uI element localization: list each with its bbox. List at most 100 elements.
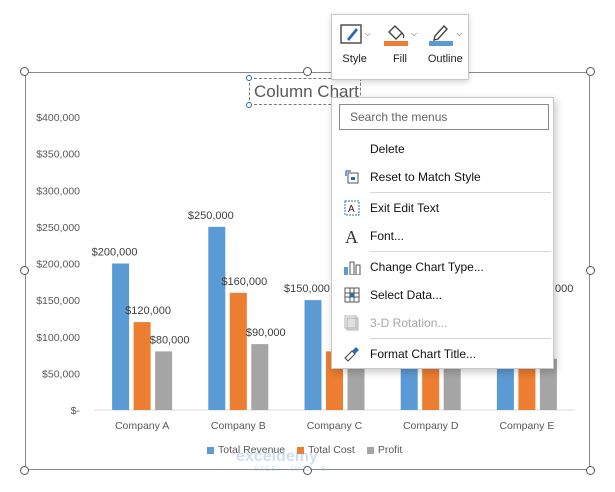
menu-item-label: Font... bbox=[370, 229, 405, 243]
title-handle-bottom-left[interactable] bbox=[246, 102, 252, 108]
resize-handle-bottom-left[interactable] bbox=[20, 466, 29, 475]
data-label[interactable]: $90,000 bbox=[246, 327, 286, 339]
y-tick-label: $300,000 bbox=[36, 185, 80, 197]
resize-handle-bottom-right[interactable] bbox=[586, 466, 595, 475]
menu-item-label: Format Chart Title... bbox=[370, 347, 477, 361]
menu-item-change-chart-type[interactable]: Change Chart Type... bbox=[332, 254, 553, 280]
y-tick-label: $100,000 bbox=[36, 332, 80, 344]
x-category-label: Company E bbox=[499, 420, 554, 432]
menu-item-delete[interactable]: Delete bbox=[332, 136, 553, 162]
legend-label: Total Revenue bbox=[218, 444, 286, 456]
menu-separator bbox=[370, 192, 551, 193]
data-label[interactable]: $80,000 bbox=[150, 334, 190, 346]
bar-profit[interactable] bbox=[539, 358, 557, 410]
fill-button[interactable]: ⌵ Fill bbox=[379, 21, 421, 79]
data-label[interactable]: $120,000 bbox=[125, 305, 171, 317]
y-tick-label: $150,000 bbox=[36, 295, 80, 307]
menu-item-font[interactable]: A Font... bbox=[332, 223, 553, 249]
context-menu: Delete Reset to Match Style A Exit Edit … bbox=[331, 97, 554, 369]
bar-total-cost[interactable] bbox=[229, 292, 247, 410]
svg-text:A: A bbox=[345, 227, 358, 245]
x-category-label: Company C bbox=[307, 420, 363, 432]
bar-profit[interactable] bbox=[251, 344, 269, 410]
menu-item-format-chart-title[interactable]: Format Chart Title... bbox=[332, 341, 553, 367]
watermark-logo: exceldemy EXCEL · DATA · BI bbox=[236, 448, 330, 473]
bar-total-revenue[interactable] bbox=[112, 263, 130, 411]
y-tick-label: $350,000 bbox=[36, 149, 80, 161]
chart-title-box[interactable] bbox=[249, 78, 361, 105]
legend-swatch bbox=[366, 446, 374, 454]
svg-text:A: A bbox=[348, 204, 355, 215]
menu-item-select-data[interactable]: Select Data... bbox=[332, 282, 553, 308]
resize-handle-top-right[interactable] bbox=[586, 67, 595, 76]
legend-item[interactable]: Profit bbox=[366, 444, 403, 456]
x-category-label: Company A bbox=[115, 420, 169, 432]
data-label[interactable]: $160,000 bbox=[221, 276, 267, 288]
data-label[interactable]: $250,000 bbox=[188, 210, 234, 222]
title-handle-top-left[interactable] bbox=[246, 75, 252, 81]
menu-item-label: Change Chart Type... bbox=[370, 260, 484, 274]
menu-search-input[interactable] bbox=[339, 104, 549, 130]
bar-total-revenue[interactable] bbox=[208, 226, 226, 410]
menu-item-label: Reset to Match Style bbox=[370, 170, 481, 184]
resize-handle-middle-right[interactable] bbox=[586, 266, 595, 275]
y-tick-label: $200,000 bbox=[36, 259, 80, 271]
reset-style-icon bbox=[343, 168, 361, 186]
font-icon: A bbox=[343, 227, 361, 245]
watermark-tagline: EXCEL · DATA · BI bbox=[254, 466, 330, 473]
3d-rotation-icon bbox=[343, 314, 361, 332]
chart-title[interactable]: Column Chart bbox=[254, 82, 359, 101]
menu-item-reset-style[interactable]: Reset to Match Style bbox=[332, 164, 553, 190]
chevron-down-icon: ⌵ bbox=[456, 29, 463, 38]
menu-item-exit-edit-text[interactable]: A Exit Edit Text bbox=[332, 195, 553, 221]
chart-type-icon bbox=[343, 258, 361, 276]
fill-label: Fill bbox=[392, 53, 408, 65]
resize-handle-bottom-center[interactable] bbox=[303, 466, 312, 475]
watermark-brand: exceldemy bbox=[236, 448, 318, 465]
bar-profit[interactable] bbox=[155, 351, 173, 410]
y-tick-label: $250,000 bbox=[36, 222, 80, 234]
data-label[interactable]: $150,000 bbox=[284, 283, 330, 295]
mini-toolbar: ⌵ Style ⌵ Fill ⌵ Outline bbox=[331, 14, 469, 80]
legend-swatch bbox=[207, 446, 214, 454]
bar-profit[interactable] bbox=[347, 358, 365, 410]
data-label[interactable]: $200,000 bbox=[92, 247, 138, 259]
legend-label: Total Cost bbox=[308, 444, 355, 456]
menu-separator bbox=[370, 338, 551, 339]
fill-bucket-icon bbox=[383, 25, 408, 46]
resize-handle-top-center[interactable] bbox=[303, 67, 312, 76]
chevron-down-icon: ⌵ bbox=[410, 29, 418, 38]
y-tick-label: $50,000 bbox=[42, 368, 80, 380]
legend-label: Profit bbox=[377, 444, 403, 456]
menu-item-label: Select Data... bbox=[370, 288, 443, 302]
legend-item[interactable]: Total Revenue bbox=[207, 444, 285, 456]
bar-total-revenue[interactable] bbox=[304, 300, 322, 410]
chart-legend[interactable]: Total Revenue Total Cost Profit bbox=[207, 444, 402, 456]
y-tick-label: $400,000 bbox=[36, 112, 80, 124]
x-category-label: Company B bbox=[211, 420, 266, 432]
menu-item-3d-rotation: 3-D Rotation... bbox=[332, 310, 553, 336]
menu-item-label: 3-D Rotation... bbox=[370, 316, 448, 330]
format-brush-icon bbox=[343, 345, 361, 363]
style-brush-icon bbox=[339, 24, 362, 44]
chevron-down-icon: ⌵ bbox=[364, 29, 371, 38]
menu-separator bbox=[370, 251, 551, 252]
resize-handle-middle-left[interactable] bbox=[20, 266, 29, 275]
outline-pen-icon bbox=[429, 24, 454, 46]
style-label: Style bbox=[342, 53, 367, 65]
legend-item[interactable]: Total Cost bbox=[297, 444, 355, 456]
style-button[interactable]: ⌵ Style bbox=[334, 21, 376, 79]
outline-button[interactable]: ⌵ Outline bbox=[424, 21, 466, 79]
bar-profit[interactable] bbox=[443, 358, 461, 410]
text-box-icon: A bbox=[343, 199, 361, 217]
select-data-icon bbox=[343, 286, 361, 304]
data-label[interactable]: 000 bbox=[555, 283, 573, 295]
resize-handle-top-left[interactable] bbox=[20, 67, 29, 76]
legend-swatch bbox=[297, 446, 305, 454]
outline-label: Outline bbox=[427, 53, 463, 65]
menu-item-label: Delete bbox=[370, 142, 405, 156]
y-tick-label: $- bbox=[71, 405, 81, 417]
bar-total-cost[interactable] bbox=[133, 322, 151, 410]
x-category-label: Company D bbox=[403, 420, 459, 432]
menu-item-label: Exit Edit Text bbox=[370, 201, 440, 215]
